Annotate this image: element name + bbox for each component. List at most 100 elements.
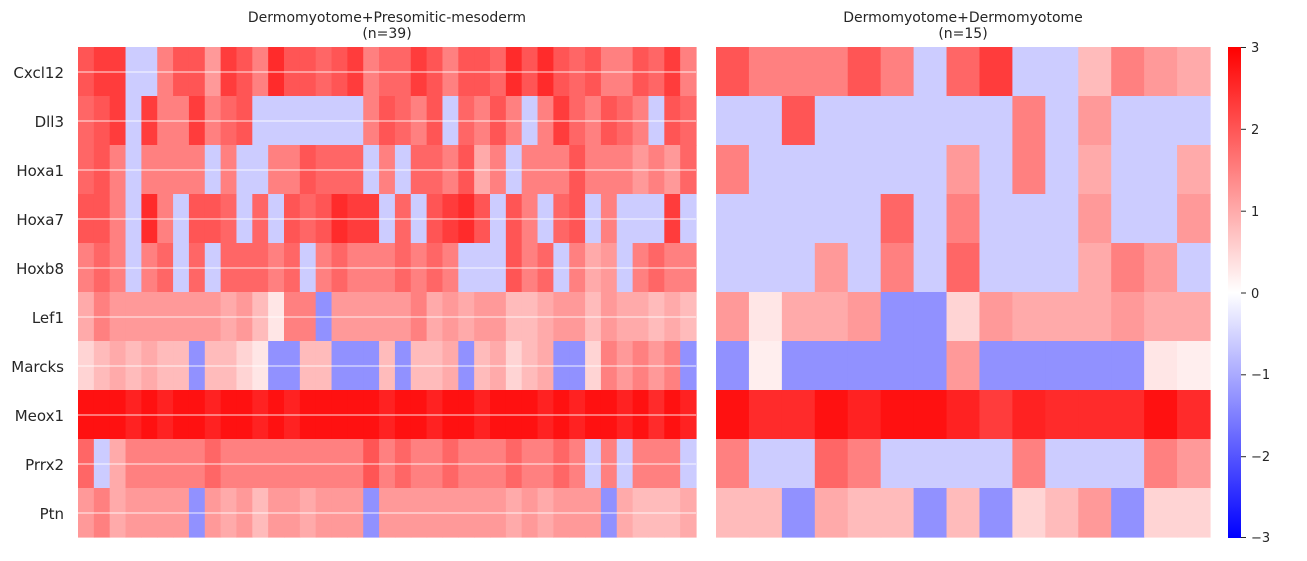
heatmap-cell bbox=[1111, 292, 1145, 342]
heatmap-cell bbox=[847, 439, 882, 489]
heatmap-cell bbox=[1045, 194, 1079, 244]
heatmap-cell bbox=[1144, 488, 1178, 538]
heatmap-cell bbox=[979, 341, 1013, 391]
heatmap-cell bbox=[847, 341, 882, 391]
row-label: Hoxa7 bbox=[16, 211, 64, 229]
heatmap-cell bbox=[1012, 47, 1046, 97]
heatmap-cell bbox=[946, 341, 981, 391]
heatmap-cell bbox=[913, 341, 948, 391]
heatmap-cell bbox=[913, 96, 948, 146]
colorbar: 3 2 1 0 −1 −2 −3 bbox=[1228, 41, 1270, 546]
heatmap-cell bbox=[979, 194, 1013, 244]
heatmap-cell bbox=[781, 439, 816, 489]
heatmap-cell bbox=[1045, 145, 1079, 195]
heatmap-cell bbox=[814, 145, 849, 195]
colorbar-tick-label: −2 bbox=[1251, 450, 1270, 465]
heatmap-cell bbox=[1045, 390, 1079, 440]
heatmap-cell bbox=[1177, 390, 1211, 440]
heatmap-cell bbox=[781, 390, 816, 440]
colorbar-tick-label: 2 bbox=[1251, 123, 1259, 138]
heatmap-cell bbox=[1078, 194, 1112, 244]
heatmap-cell bbox=[1177, 96, 1211, 146]
heatmap-cell bbox=[1012, 96, 1046, 146]
heatmap-cell bbox=[1078, 292, 1112, 342]
heatmap-cell bbox=[1078, 341, 1112, 391]
heatmap-cell bbox=[1177, 341, 1211, 391]
heatmap-cell bbox=[880, 243, 915, 293]
heatmap-cell bbox=[913, 47, 948, 97]
colorbar-tick-label: 0 bbox=[1251, 287, 1259, 302]
heatmap-cell bbox=[1012, 488, 1046, 538]
heatmap-cell bbox=[1177, 145, 1211, 195]
heatmap-cell bbox=[1111, 96, 1145, 146]
colorbar-tick-label: 1 bbox=[1251, 205, 1259, 220]
heatmap-cell bbox=[880, 47, 915, 97]
heatmap-cell bbox=[847, 145, 882, 195]
heatmap-cell bbox=[1144, 47, 1178, 97]
heatmap-cell bbox=[979, 47, 1013, 97]
heatmap-cell bbox=[847, 488, 882, 538]
colorbar-tick-label: 3 bbox=[1251, 41, 1259, 56]
heatmap-cell bbox=[748, 47, 783, 97]
heatmap-cell bbox=[946, 439, 981, 489]
heatmap-cell bbox=[880, 488, 915, 538]
heatmap-cell bbox=[979, 439, 1013, 489]
heatmap-cell bbox=[814, 341, 849, 391]
row-label: Dll3 bbox=[35, 113, 64, 131]
heatmap-cell bbox=[913, 390, 948, 440]
heatmap-cell bbox=[913, 292, 948, 342]
right-panel-title: Dermomyotome+Dermomyotome bbox=[843, 10, 1083, 26]
heatmap-cell bbox=[748, 243, 783, 293]
heatmap-cell bbox=[979, 292, 1013, 342]
heatmap-cell bbox=[847, 194, 882, 244]
heatmap-cell bbox=[716, 292, 750, 342]
heatmap-cell bbox=[880, 439, 915, 489]
heatmap-cell bbox=[781, 292, 816, 342]
heatmap-cell bbox=[814, 488, 849, 538]
heatmap-cell bbox=[814, 292, 849, 342]
heatmap-cell bbox=[716, 243, 750, 293]
heatmap-cell bbox=[1111, 194, 1145, 244]
heatmap-cell bbox=[1045, 341, 1079, 391]
heatmap-cell bbox=[847, 243, 882, 293]
heatmap-cell bbox=[781, 145, 816, 195]
heatmap-cell bbox=[847, 390, 882, 440]
heatmap-cell bbox=[716, 194, 750, 244]
heatmap-cell bbox=[1111, 145, 1145, 195]
heatmap-cell bbox=[1045, 243, 1079, 293]
row-label: Hoxb8 bbox=[16, 260, 64, 278]
heatmap-cell bbox=[1045, 439, 1079, 489]
heatmap-cell bbox=[1144, 341, 1178, 391]
heatmap-cell bbox=[1012, 341, 1046, 391]
heatmap-cell bbox=[716, 390, 750, 440]
heatmap-cell bbox=[748, 341, 783, 391]
heatmap-cell bbox=[1045, 96, 1079, 146]
heatmap-cell bbox=[781, 96, 816, 146]
heatmap-cell bbox=[781, 243, 816, 293]
heatmap-cell bbox=[1144, 390, 1178, 440]
left-panel-count: (n=39) bbox=[362, 26, 411, 42]
heatmap-cell bbox=[880, 341, 915, 391]
colorbar-ticks: 3 2 1 0 −1 −2 −3 bbox=[1241, 41, 1270, 546]
heatmap-cell bbox=[814, 390, 849, 440]
heatmap-cell bbox=[946, 145, 981, 195]
heatmap-cell bbox=[716, 341, 750, 391]
heatmap-cell bbox=[748, 488, 783, 538]
right-panel-cells bbox=[716, 47, 1211, 538]
heatmap-cell bbox=[1177, 292, 1211, 342]
heatmap-cell bbox=[1078, 390, 1112, 440]
heatmap-cell bbox=[781, 341, 816, 391]
heatmap-cell bbox=[1078, 439, 1112, 489]
colorbar-tick-label: −3 bbox=[1251, 531, 1270, 546]
heatmap-cell bbox=[716, 488, 750, 538]
heatmap-cell bbox=[847, 47, 882, 97]
heatmap-cell bbox=[1012, 194, 1046, 244]
heatmap-cell bbox=[1012, 439, 1046, 489]
heatmap-cell bbox=[716, 96, 750, 146]
heatmap-cell bbox=[979, 488, 1013, 538]
heatmap-cell bbox=[913, 488, 948, 538]
left-panel-header: Dermomyotome+Presomitic-mesoderm (n=39) bbox=[248, 10, 526, 42]
row-label: Meox1 bbox=[15, 407, 64, 425]
